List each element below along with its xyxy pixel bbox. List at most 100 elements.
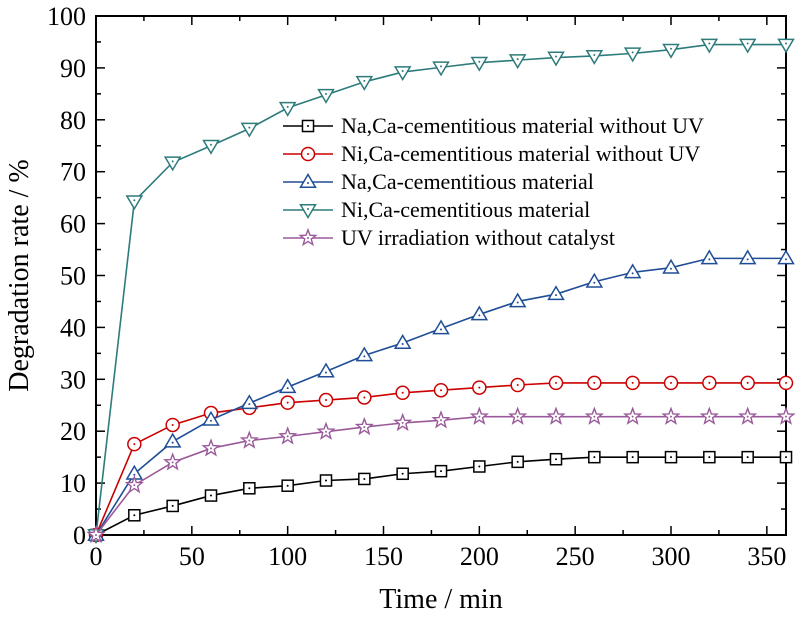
marker-dot [785, 381, 787, 384]
marker-dot [401, 70, 404, 73]
marker-shape [623, 47, 642, 63]
marker-dot [171, 423, 174, 426]
marker-shape [662, 258, 680, 274]
legend-label: Na,Ca-cementitious material without UV [341, 113, 704, 138]
marker-shape [125, 195, 144, 211]
marker-dot [95, 534, 97, 536]
data-point [626, 450, 639, 464]
legend-entry-2: Ni,Ca-cementitious material without UV [283, 141, 700, 166]
marker-shape [662, 43, 680, 59]
data-point [166, 499, 179, 513]
marker-dot [325, 92, 327, 95]
data-point [472, 380, 487, 395]
marker-dot [478, 415, 481, 418]
marker-shape [547, 285, 565, 301]
legend-entry-4: Ni,Ca-cementitious material [283, 197, 590, 222]
data-point [508, 54, 527, 70]
marker-dot [555, 415, 557, 418]
marker-shape [163, 156, 182, 172]
data-point [433, 382, 449, 398]
marker-dot [555, 55, 557, 58]
data-point [163, 452, 183, 471]
marker-dot [746, 415, 749, 418]
marker-dot [363, 79, 366, 82]
marker-dot [746, 258, 749, 261]
marker-shape [240, 122, 259, 138]
marker-dot [440, 470, 442, 473]
legend-label: Ni,Ca-cementitious material [341, 197, 590, 222]
marker-shape [278, 101, 297, 117]
marker-dot [631, 415, 634, 418]
data-point [777, 249, 795, 265]
legend-marker [299, 204, 317, 219]
marker-dot [286, 387, 289, 390]
marker-dot [593, 53, 596, 56]
data-point [163, 156, 182, 172]
marker-shape [299, 173, 317, 188]
marker-dot [631, 456, 634, 459]
legend-entry-5: UV irradiation without catalyst [283, 225, 615, 250]
marker-dot [286, 484, 289, 487]
data-point [585, 272, 604, 288]
marker-dot [307, 125, 309, 127]
marker-shape [470, 305, 489, 321]
data-point [86, 524, 106, 544]
marker-shape [508, 54, 527, 70]
data-point [396, 467, 409, 481]
data-point [163, 432, 182, 448]
legend-entry-3: Na,Ca-cementitious material [283, 169, 594, 194]
marker-shape [355, 75, 374, 91]
marker-dot [325, 430, 327, 433]
marker-dot [670, 267, 672, 270]
marker-dot [516, 384, 519, 387]
data-point [355, 75, 374, 91]
data-point [700, 249, 719, 265]
marker-dot [133, 473, 136, 476]
x-tick-label: 350 [747, 542, 786, 571]
marker-shape [585, 272, 604, 288]
legend-marker [300, 146, 316, 162]
marker-shape [393, 334, 412, 349]
marker-dot [631, 51, 634, 54]
marker-dot [286, 435, 289, 438]
data-point [588, 450, 601, 464]
data-point [664, 450, 678, 464]
marker-dot [248, 439, 251, 442]
marker-shape [700, 38, 719, 54]
data-point [434, 464, 448, 478]
marker-dot [785, 258, 787, 261]
data-point [738, 406, 758, 425]
data-point [508, 406, 528, 425]
x-tick-label: 250 [556, 542, 595, 571]
marker-shape [470, 56, 489, 72]
marker-dot [478, 465, 481, 468]
data-point [623, 47, 642, 63]
data-point [625, 375, 640, 391]
marker-dot [708, 415, 711, 418]
series-layer [86, 38, 796, 544]
series-3 [87, 249, 795, 541]
axes: 0 50 100 150 200 250 300 350 0 10 20 30 40 50 60 70 80 90… [47, 2, 787, 571]
data-point [703, 450, 716, 464]
x-tick-label: 0 [90, 542, 103, 571]
data-point [393, 412, 413, 432]
marker-dot [670, 47, 672, 50]
data-point [508, 292, 527, 308]
data-point [623, 406, 643, 425]
data-point [585, 49, 604, 65]
legend-label: Ni,Ca-cementitious material without UV [341, 141, 700, 166]
marker-dot [746, 381, 749, 384]
y-tick-label: 0 [73, 521, 86, 550]
marker-shape [738, 249, 757, 265]
data-point [470, 305, 489, 321]
marker-dot [708, 456, 711, 459]
data-point [393, 66, 412, 82]
marker-dot [210, 447, 212, 450]
data-point [357, 390, 372, 405]
marker-dot [593, 381, 596, 384]
data-point [204, 489, 218, 502]
marker-dot [307, 237, 309, 239]
data-point [278, 426, 298, 445]
marker-dot [363, 477, 366, 480]
data-point [125, 195, 144, 211]
